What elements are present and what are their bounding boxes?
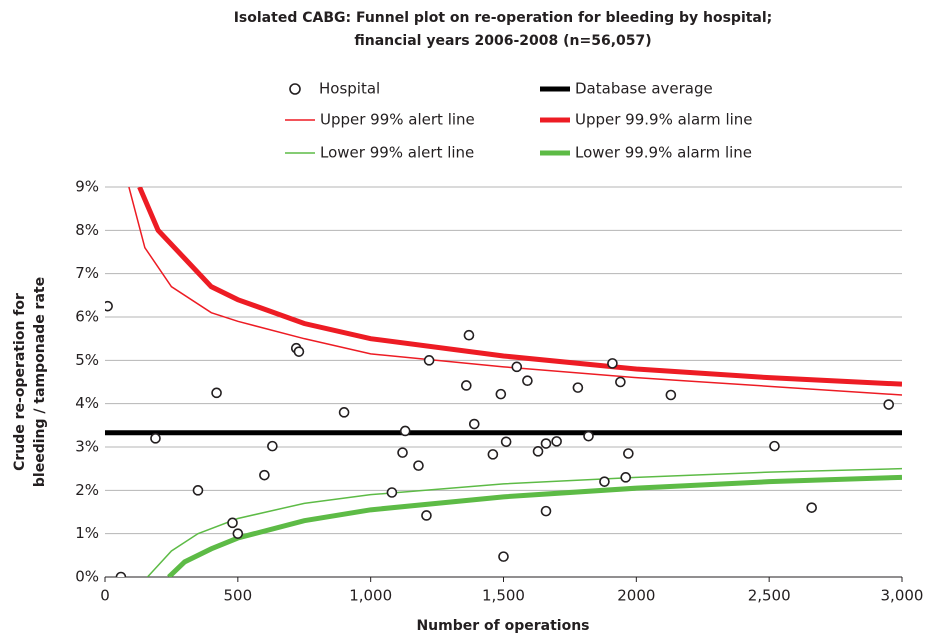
series-line <box>146 467 902 577</box>
hospital-point <box>232 528 244 539</box>
hospital-point <box>769 440 780 452</box>
y-tick-label: 5% <box>75 351 99 369</box>
hospital-point <box>500 436 512 448</box>
y-tick-label: 6% <box>75 308 99 326</box>
hospital-point <box>211 387 222 399</box>
legend-swatch <box>289 83 301 95</box>
hospital-point <box>495 388 507 400</box>
hospital-point <box>192 485 204 496</box>
hospital-point <box>665 389 677 401</box>
x-tick-label: 0 <box>100 587 110 605</box>
x-tick-label: 1,000 <box>349 587 392 605</box>
hospital-point <box>540 438 552 449</box>
y-tick-label: 7% <box>75 264 99 282</box>
hospital-point <box>572 382 584 393</box>
hospital-point <box>540 505 552 517</box>
hospital-point <box>463 329 475 341</box>
hospital-point <box>522 375 533 387</box>
series-line <box>128 187 902 396</box>
legend-label: Lower 99.9% alarm line <box>575 144 752 162</box>
hospital-point <box>620 472 632 483</box>
hospital-point <box>615 376 626 388</box>
hospital-point <box>397 447 408 458</box>
y-axis-label: Crude re-operation for <box>12 293 28 471</box>
x-tick-label: 500 <box>224 587 253 605</box>
x-axis-label: Number of operations <box>416 618 589 634</box>
hospital-point <box>511 361 523 373</box>
hospital-point <box>338 407 350 418</box>
hospital-point <box>623 448 634 459</box>
y-tick-label: 3% <box>75 438 99 456</box>
hospital-point <box>599 476 610 487</box>
series-line <box>137 187 902 387</box>
legend-label: Hospital <box>319 80 380 98</box>
chart-title: Isolated CABG: Funnel plot on re-operati… <box>234 10 773 26</box>
hospital-point <box>413 460 424 471</box>
legend-label: Upper 99% alert line <box>320 111 475 129</box>
hospital-point <box>386 487 398 498</box>
hospital-point <box>423 355 435 366</box>
x-tick-label: 2,500 <box>748 587 791 605</box>
y-tick-label: 1% <box>75 524 99 542</box>
series-line <box>167 474 902 577</box>
y-tick-label: 8% <box>75 221 99 239</box>
legend-label: Lower 99% alert line <box>320 144 474 162</box>
x-tick-label: 3,000 <box>881 587 924 605</box>
y-tick-label: 0% <box>75 568 99 586</box>
hospital-point <box>883 399 895 410</box>
hospital-point <box>551 436 562 447</box>
hospital-point <box>150 433 161 444</box>
hospital-point <box>468 418 480 430</box>
hospital-point <box>583 430 594 442</box>
hospital-point <box>399 425 411 437</box>
legend-label: Upper 99.9% alarm line <box>575 111 753 129</box>
x-tick-label: 1,500 <box>482 587 525 605</box>
y-tick-label: 4% <box>75 394 99 412</box>
y-tick-label: 2% <box>75 481 99 499</box>
y-tick-label: 9% <box>75 178 99 196</box>
hospital-point <box>227 517 238 529</box>
legend-label: Database average <box>575 80 713 98</box>
y-axis-label: bleeding / tamponade rate <box>32 277 48 487</box>
hospital-point <box>461 380 472 391</box>
hospital-point <box>487 449 499 460</box>
hospital-point <box>259 469 270 481</box>
hospital-point <box>498 551 509 562</box>
plot-area <box>105 187 902 577</box>
hospital-point <box>115 571 127 577</box>
hospital-point <box>806 502 817 513</box>
hospital-point <box>421 510 432 521</box>
hospital-point <box>607 358 618 369</box>
hospital-point <box>293 346 305 357</box>
hospital-point <box>532 446 544 457</box>
chart-title: financial years 2006-2008 (n=56,057) <box>354 33 651 49</box>
hospital-point <box>105 300 113 312</box>
hospital-point <box>267 440 278 452</box>
x-tick-label: 2000 <box>617 587 655 605</box>
